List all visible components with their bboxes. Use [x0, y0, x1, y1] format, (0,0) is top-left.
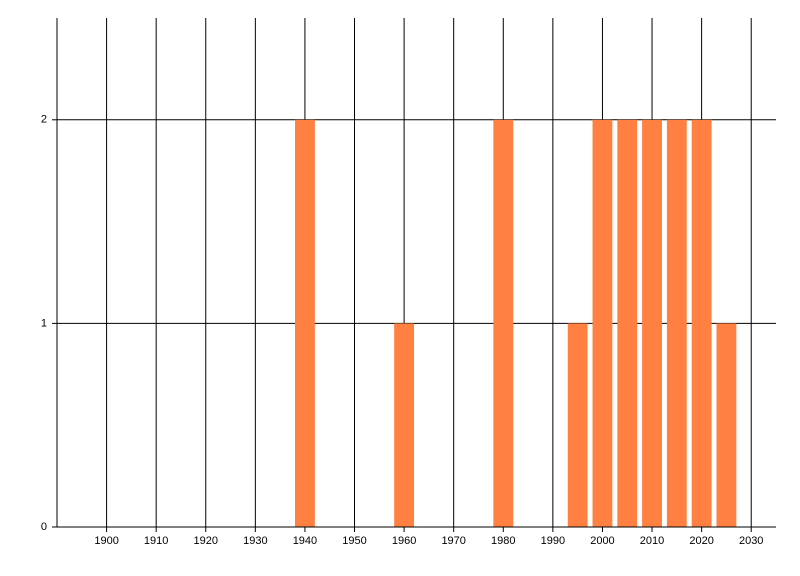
- x-tick-label: 2030: [739, 535, 763, 547]
- bar: [691, 119, 712, 528]
- x-tick-label: 1980: [491, 535, 515, 547]
- bar: [592, 119, 613, 528]
- bar: [493, 119, 514, 528]
- bar: [295, 119, 315, 528]
- x-tick-label: 1950: [342, 535, 366, 547]
- y-tick-label: 2: [41, 114, 47, 126]
- y-tick-label: 1: [41, 317, 47, 329]
- bar: [716, 323, 737, 527]
- x-tick-label: 1990: [541, 535, 565, 547]
- x-tick-label: 1930: [243, 535, 267, 547]
- x-tick-label: 2010: [640, 535, 664, 547]
- bar: [642, 119, 662, 528]
- x-tick-label: 1960: [392, 535, 416, 547]
- x-tick-label: 2020: [689, 535, 713, 547]
- bar: [666, 119, 687, 528]
- x-tick-label: 1920: [194, 535, 218, 547]
- y-tick-label: 0: [41, 521, 47, 533]
- bar: [394, 323, 415, 527]
- x-tick-label: 2000: [590, 535, 614, 547]
- x-tick-label: 1970: [441, 535, 465, 547]
- x-tick-label: 1940: [293, 535, 317, 547]
- bar: [567, 323, 588, 527]
- x-tick-label: 1910: [144, 535, 168, 547]
- x-tick-label: 1900: [94, 535, 118, 547]
- bar: [617, 119, 638, 528]
